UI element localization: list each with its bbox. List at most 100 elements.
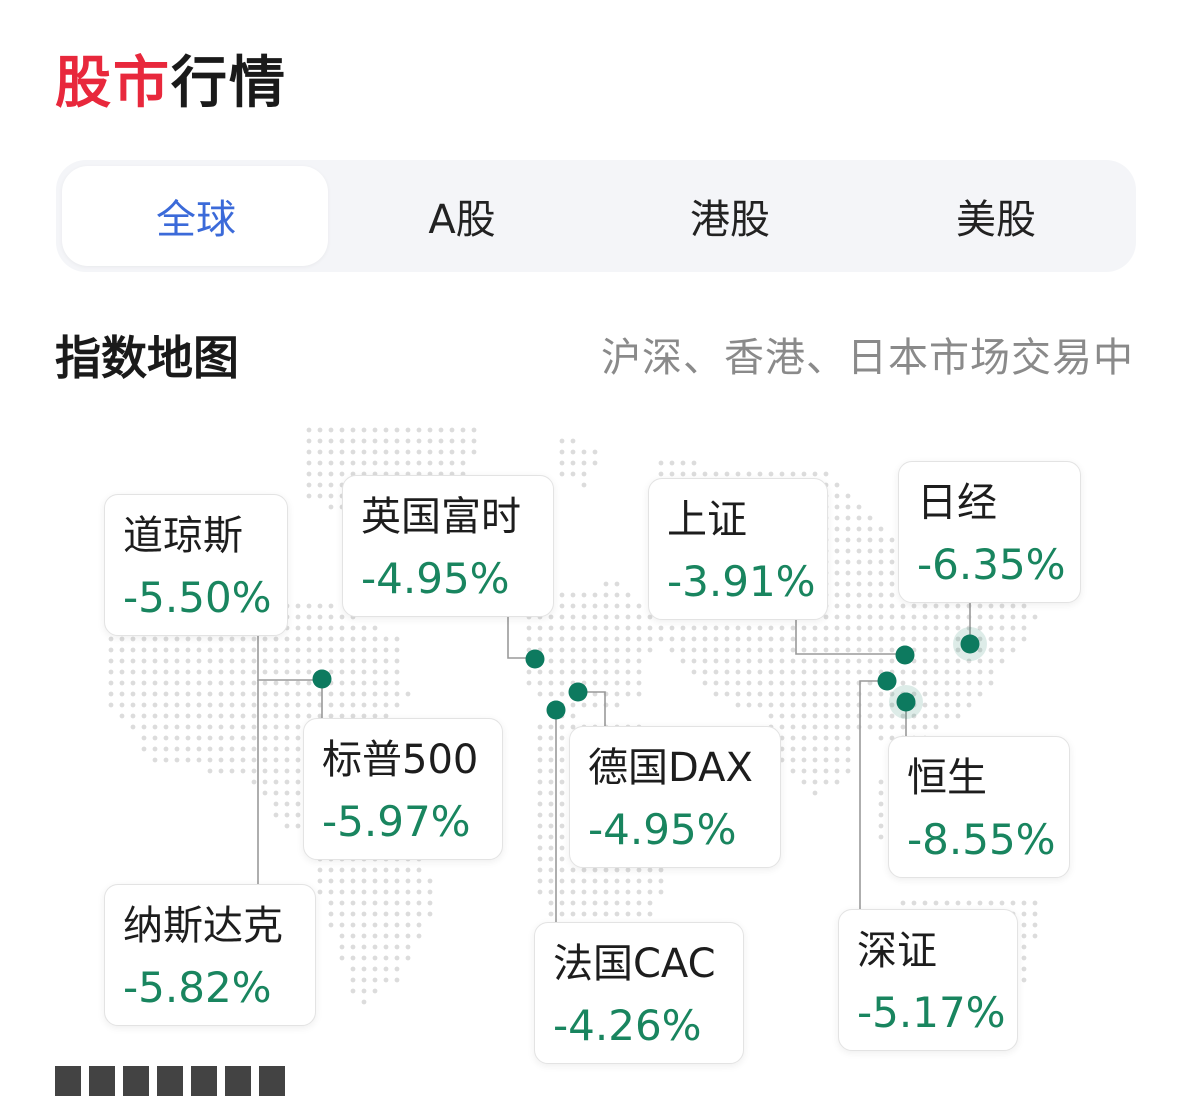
map-dot [548, 823, 554, 829]
map-dot [878, 570, 884, 576]
index-card-dow-jones[interactable]: 道琼斯 -5.50% [104, 494, 288, 636]
index-card-sp500[interactable]: 标普500 -5.97% [303, 718, 503, 860]
map-dot [812, 625, 818, 631]
map-dot [834, 548, 840, 554]
map-dot [372, 669, 378, 675]
map-dot [878, 603, 884, 609]
tab-us-stock[interactable]: 美股 [956, 197, 1036, 243]
map-dot [152, 691, 158, 697]
map-dot [669, 471, 675, 477]
map-dot [350, 625, 356, 631]
map-dot [372, 691, 378, 697]
map-dot [295, 713, 301, 719]
tab-global[interactable]: 全球 [156, 197, 236, 243]
map-dot [581, 889, 587, 895]
map-dot [218, 691, 224, 697]
map-dot [867, 581, 873, 587]
map-dot [889, 592, 895, 598]
map-dot [570, 713, 576, 719]
location-marker [568, 682, 588, 702]
map-dot [889, 713, 895, 719]
map-dot [669, 636, 675, 642]
map-dot [394, 867, 400, 873]
map-dot [834, 735, 840, 741]
map-dot [834, 482, 840, 488]
map-dot [559, 724, 565, 730]
map-dot [999, 658, 1005, 664]
index-card-cac[interactable]: 法国CAC -4.26% [534, 922, 744, 1064]
map-dot [394, 889, 400, 895]
index-card-shanghai[interactable]: 上证 -3.91% [648, 478, 828, 620]
index-name: 法国CAC [553, 941, 716, 987]
map-dot [317, 449, 323, 455]
map-dot [592, 669, 598, 675]
map-dot [834, 526, 840, 532]
map-dot [801, 757, 807, 763]
map-dot [889, 581, 895, 587]
map-dot [328, 438, 334, 444]
map-dot [625, 636, 631, 642]
location-marker [312, 669, 332, 689]
map-dot [768, 669, 774, 675]
map-dot [889, 559, 895, 565]
map-dot [845, 592, 851, 598]
index-change: -4.95% [361, 554, 510, 603]
map-dot [163, 757, 169, 763]
index-card-nasdaq[interactable]: 纳斯达克 -5.82% [104, 884, 316, 1026]
map-dot [845, 625, 851, 631]
map-dot [581, 625, 587, 631]
map-dot [262, 779, 268, 785]
map-dot [889, 691, 895, 697]
map-dot [867, 559, 873, 565]
map-dot [757, 625, 763, 631]
map-dot [933, 603, 939, 609]
map-dot [768, 636, 774, 642]
map-dot [933, 636, 939, 642]
map-dot [141, 702, 147, 708]
map-dot [328, 603, 334, 609]
map-dot [636, 691, 642, 697]
map-dot [372, 933, 378, 939]
map-dot [306, 669, 312, 675]
map-dot [922, 647, 928, 653]
map-dot [372, 647, 378, 653]
map-dot [152, 636, 158, 642]
map-dot [966, 900, 972, 906]
map-dot [328, 889, 334, 895]
map-dot [856, 548, 862, 554]
map-dot [383, 427, 389, 433]
map-dot [119, 702, 125, 708]
index-card-dax[interactable]: 德国DAX -4.95% [569, 726, 781, 868]
map-dot [196, 757, 202, 763]
map-dot [691, 460, 697, 466]
map-dot [108, 636, 114, 642]
map-dot [779, 658, 785, 664]
map-dot [350, 691, 356, 697]
map-dot [218, 768, 224, 774]
map-dot [185, 757, 191, 763]
map-dot [1021, 614, 1027, 620]
map-dot [955, 614, 961, 620]
map-dot [361, 878, 367, 884]
map-dot [295, 790, 301, 796]
map-dot [548, 647, 554, 653]
map-dot [394, 669, 400, 675]
section-title: 指数地图 [55, 331, 239, 385]
map-dot [834, 713, 840, 719]
map-dot [878, 812, 884, 818]
index-card-ftse[interactable]: 英国富时 -4.95% [342, 475, 554, 617]
tab-hk-stock[interactable]: 港股 [690, 197, 770, 243]
map-dot [416, 438, 422, 444]
map-dot [625, 603, 631, 609]
index-card-nikkei[interactable]: 日经 -6.35% [898, 461, 1081, 603]
location-marker [546, 700, 566, 720]
index-card-shenzhen[interactable]: 深证 -5.17% [838, 909, 1018, 1051]
index-card-hang-seng[interactable]: 恒生 -8.55% [888, 736, 1070, 878]
index-name: 德国DAX [588, 745, 753, 791]
map-dot [801, 669, 807, 675]
map-dot [757, 680, 763, 686]
tab-a-share[interactable]: A股 [428, 197, 496, 243]
map-dot [768, 702, 774, 708]
map-dot [570, 658, 576, 664]
map-dot [713, 691, 719, 697]
